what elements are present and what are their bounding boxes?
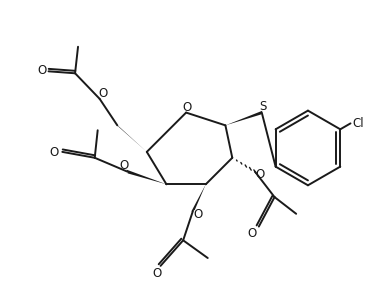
Text: O: O bbox=[37, 64, 46, 77]
Text: O: O bbox=[182, 101, 192, 114]
Text: O: O bbox=[152, 267, 161, 280]
Text: O: O bbox=[120, 159, 129, 172]
Text: O: O bbox=[50, 146, 59, 159]
Polygon shape bbox=[191, 184, 206, 212]
Text: S: S bbox=[259, 100, 266, 113]
Text: O: O bbox=[255, 168, 264, 181]
Polygon shape bbox=[116, 124, 147, 152]
Text: O: O bbox=[98, 87, 107, 100]
Text: Cl: Cl bbox=[353, 117, 364, 130]
Text: O: O bbox=[247, 227, 257, 240]
Polygon shape bbox=[226, 111, 262, 125]
Polygon shape bbox=[127, 170, 166, 184]
Text: O: O bbox=[193, 208, 203, 221]
